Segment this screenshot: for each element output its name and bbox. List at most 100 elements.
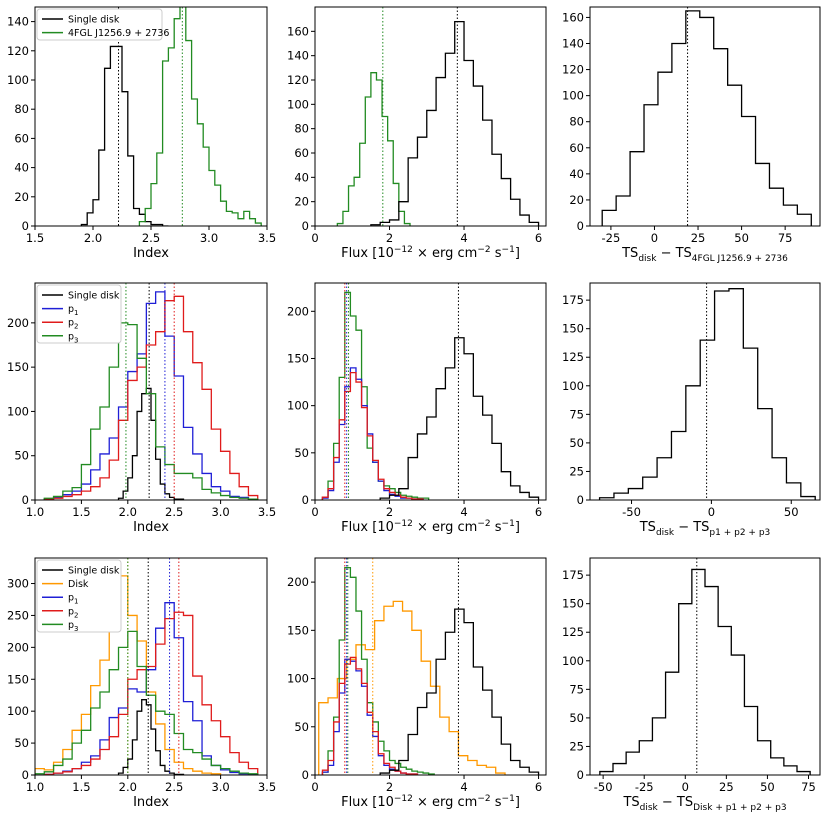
legend-entry: p1 <box>68 593 79 606</box>
x-tick-label: 50 <box>784 505 799 519</box>
axes-frame <box>34 557 268 776</box>
x-axis-label: TSdisk − TS4FGL J1256.9 + 2736 <box>621 246 788 264</box>
x-tick-label: 0 <box>311 231 318 245</box>
y-tick-label: 140 <box>562 37 584 51</box>
legend-entry: p1 <box>68 304 79 317</box>
x-tick-label: 25 <box>691 231 706 245</box>
x-tick-label: 75 <box>778 231 793 245</box>
histogram-series-1 <box>370 20 540 226</box>
y-tick-label: 0 <box>302 768 309 782</box>
x-tick-label: 0 <box>651 231 658 245</box>
axes-frame <box>314 282 547 501</box>
legend: Single disk 4FGL J1256.9 + 2736 <box>36 8 169 41</box>
legend-box <box>36 8 163 41</box>
y-tick-label: 100 <box>7 704 29 718</box>
x-axis-label: Index <box>133 520 169 535</box>
legend-entry: Single disk <box>68 291 120 302</box>
y-tick-label: 25 <box>569 464 584 478</box>
y-tick-label: 60 <box>569 141 584 155</box>
y-tick-label: 20 <box>294 195 309 209</box>
y-tick-label: 60 <box>14 131 29 145</box>
y-tick-label: 50 <box>569 436 584 450</box>
x-axis-label: Flux [10−12 × erg cm−2 s−1] <box>341 245 520 261</box>
histogram-series-0 <box>598 288 816 500</box>
y-tick-label: 125 <box>562 350 584 364</box>
x-tick-label: 75 <box>801 780 816 794</box>
histogram-series-4 <box>35 630 259 775</box>
legend-entry: p3 <box>68 620 79 633</box>
x-tick-label: 3.0 <box>211 505 229 519</box>
x-axis-label: Index <box>133 246 169 261</box>
x-tick-label: 3.5 <box>258 505 276 519</box>
x-tick-label: 2 <box>386 231 393 245</box>
x-tick-label: 3.5 <box>258 780 276 794</box>
y-tick-label: 150 <box>562 597 584 611</box>
panel-p21: 1.0 1.5 2.0 2.5 3.0 3.5 0 50 100 150 200 Index <box>7 282 276 535</box>
y-tick-label: 0 <box>302 219 309 233</box>
panel-p33: -50 -25 0 25 50 75 0 25 50 75 100 125 150 175 TSdisk −… <box>562 557 821 813</box>
y-tick-label: 150 <box>7 672 29 686</box>
axes-frame <box>589 282 821 501</box>
y-tick-label: 25 <box>569 739 584 753</box>
y-tick-label: 200 <box>7 316 29 330</box>
y-tick-label: 100 <box>7 404 29 418</box>
plot-area <box>321 283 540 500</box>
x-tick-label: 4 <box>460 780 467 794</box>
plot-area <box>43 283 259 500</box>
histogram-series-2 <box>43 295 259 500</box>
y-tick-label: 40 <box>14 161 29 175</box>
y-tick-label: 75 <box>569 407 584 421</box>
y-tick-label: 40 <box>569 167 584 181</box>
panel-p11: 1.5 2.0 2.5 3.0 3.5 0 20 40 60 80 100 120 140 Index <box>7 6 276 261</box>
y-tick-label: 60 <box>294 146 309 160</box>
y-tick-label: 140 <box>287 49 309 63</box>
y-tick-label: 50 <box>294 720 309 734</box>
x-axis-label: Flux [10−12 × erg cm−2 s−1] <box>341 519 520 535</box>
y-tick-label: 150 <box>562 322 584 336</box>
legend-entry: Single disk <box>68 566 120 577</box>
plot-area <box>336 7 540 226</box>
x-tick-label: 1.5 <box>72 780 90 794</box>
x-tick-label: 25 <box>719 780 734 794</box>
legend-box <box>36 559 122 633</box>
x-tick-label: 2.0 <box>84 231 102 245</box>
y-tick-label: 250 <box>7 608 29 622</box>
x-tick-label: 50 <box>760 780 775 794</box>
y-tick-label: 40 <box>294 170 309 184</box>
axes-frame <box>589 557 821 776</box>
y-tick-label: 80 <box>294 122 309 136</box>
histogram-series-1 <box>321 367 424 500</box>
x-tick-label: 3.0 <box>211 780 229 794</box>
y-tick-label: 100 <box>287 97 309 111</box>
plot-area <box>35 558 259 775</box>
axes-frame <box>34 282 268 501</box>
y-tick-label: 150 <box>7 360 29 374</box>
y-tick-label: 175 <box>562 293 584 307</box>
y-tick-label: 150 <box>287 623 309 637</box>
y-tick-label: 100 <box>562 379 584 393</box>
panel-p31: 1.0 1.5 2.0 2.5 3.0 3.5 0 50 100 150 200 250 300 Inde… <box>7 557 276 810</box>
histogram-series-2 <box>321 371 424 500</box>
x-tick-label: 6 <box>535 780 542 794</box>
y-tick-label: 50 <box>569 711 584 725</box>
axes-frame <box>314 6 547 227</box>
x-tick-label: 1.5 <box>72 505 90 519</box>
histogram-series-3 <box>379 337 540 500</box>
plot-area <box>598 283 816 500</box>
y-tick-label: 120 <box>287 73 309 87</box>
x-tick-label: 4 <box>460 231 467 245</box>
x-axis-label: TSdisk − TSDisk + p1 + p2 + p3 <box>622 795 786 813</box>
y-tick-label: 0 <box>577 219 584 233</box>
y-tick-label: 20 <box>14 190 29 204</box>
panel-p23: -50 0 50 0 25 50 75 100 125 150 175 TSdisk − TSp1 +… <box>562 282 821 538</box>
x-tick-label: -50 <box>594 780 613 794</box>
y-tick-label: 300 <box>7 577 29 591</box>
y-tick-label: 50 <box>14 736 29 750</box>
y-tick-label: 75 <box>569 682 584 696</box>
plot-area <box>599 558 811 775</box>
y-tick-label: 0 <box>302 493 309 507</box>
